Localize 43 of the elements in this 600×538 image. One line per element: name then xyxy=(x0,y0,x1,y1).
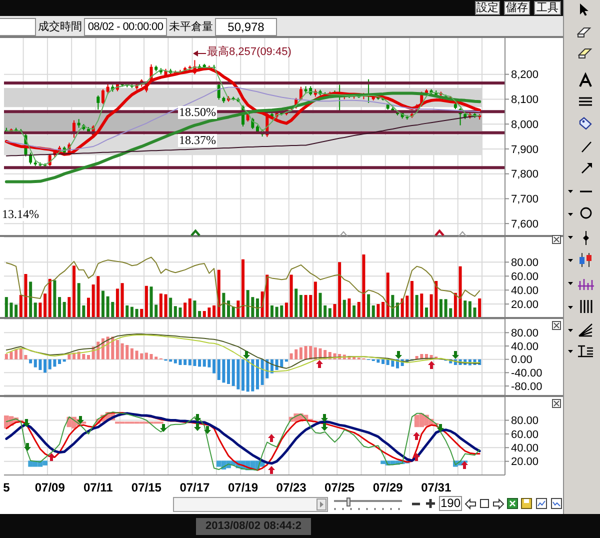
x-tick-label: 07/25 xyxy=(324,480,355,495)
y-tick-label: 0.00 xyxy=(511,354,532,366)
annotation: 18.37% xyxy=(179,133,216,147)
y-tick-label: 40.00 xyxy=(511,442,539,455)
y-tick-label: 80.00 xyxy=(511,415,539,428)
x-tick-label: 07/23 xyxy=(276,480,307,495)
text: 2013/08/02 08:44:2 xyxy=(205,520,302,532)
y-tick-label: 40.00 xyxy=(511,284,539,297)
y-tick-label: 8,100 xyxy=(511,94,539,106)
annotation: 13.14% xyxy=(2,207,39,221)
x-tick-label: 07/15 xyxy=(131,480,162,495)
annotation: 18.50% xyxy=(179,105,216,119)
text-field: 50,978 xyxy=(215,18,277,36)
y-tick-label: 20.00 xyxy=(511,456,539,468)
y-tick-label: 7,800 xyxy=(511,168,539,181)
y-tick-label: -40.00 xyxy=(511,368,542,380)
y-tick-label: 7,700 xyxy=(511,194,539,206)
y-tick-label: 8,200 xyxy=(511,69,539,82)
annotation: 最高8,257(09:45) xyxy=(207,46,292,58)
x-tick-label: 07/17 xyxy=(180,480,210,495)
x-tick-label: 07/11 xyxy=(83,480,114,495)
x-tick-label: 5 xyxy=(3,480,10,495)
x-tick-label: 07/31 xyxy=(421,480,452,495)
y-tick-label: 7,900 xyxy=(511,144,539,156)
y-tick-label: 8,000 xyxy=(511,118,539,131)
button: 設定 xyxy=(475,1,500,15)
x-tick-label: 07/29 xyxy=(372,480,404,495)
y-tick-label: 40.00 xyxy=(511,340,539,353)
y-tick-label: 60.00 xyxy=(511,428,539,441)
y-tick-label: 60.00 xyxy=(511,271,539,284)
x-tick-label: 07/19 xyxy=(228,480,258,495)
button: 儲存 xyxy=(504,1,530,15)
y-tick-label: 80.00 xyxy=(511,328,539,340)
y-tick-label: 20.00 xyxy=(511,298,539,311)
text-field: 190 xyxy=(439,496,462,511)
text: 成交時間 xyxy=(38,21,82,33)
text-field: 08/02 - 00:00:00 xyxy=(84,18,167,36)
y-tick-label: -80.00 xyxy=(511,380,542,393)
button: 工具 xyxy=(534,1,561,15)
text: 未平倉量 xyxy=(169,21,213,33)
x-tick-label: 07/09 xyxy=(34,480,66,495)
y-tick-label: 80.00 xyxy=(511,257,539,270)
y-tick-label: 7,600 xyxy=(511,218,539,230)
